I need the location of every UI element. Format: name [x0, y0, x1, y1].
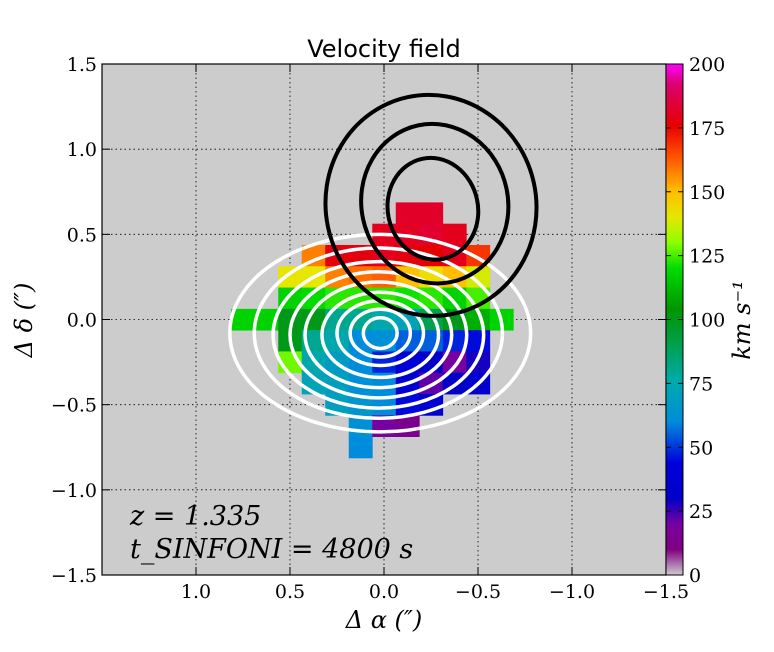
x-tick-label: −0.5: [455, 581, 501, 603]
white-contour: [320, 290, 441, 380]
y-tick-label: 1.0: [67, 139, 97, 161]
velocity-pixel: [348, 394, 373, 416]
redshift-annotation: z = 1.335: [129, 501, 261, 532]
white-contour: [271, 259, 486, 410]
velocity-pixel: [442, 287, 467, 310]
colorbar-tick-label: 150: [689, 182, 725, 204]
black-contour: [323, 92, 539, 318]
white-contour: [252, 246, 505, 421]
x-tick-label: −1.5: [643, 581, 689, 603]
velocity-pixel: [466, 330, 491, 352]
velocity-pixel: [442, 223, 467, 246]
x-tick-label: 0.5: [275, 581, 305, 603]
colorbar-tick-label: 100: [689, 310, 725, 332]
velocity-pixel: [395, 351, 420, 374]
velocity-pixel: [278, 266, 303, 288]
colorbar-tick-label: 25: [689, 501, 713, 523]
black-contour: [385, 155, 481, 262]
velocity-pixel: [231, 308, 256, 331]
white-contour: [228, 232, 533, 434]
flux-contours: [228, 92, 539, 434]
x-axis-label: Δ α (″): [345, 606, 423, 634]
x-tick-label: 1.0: [181, 581, 211, 603]
white-contour: [361, 316, 399, 351]
colorbar-tick-label: 200: [689, 54, 725, 76]
axis-ticks: 1.0 0.5 0.0 −0.5 −1.0 −1.5 −1.5 −1.0 −0.5 0.0 0.5 1…: [51, 54, 689, 603]
white-contour: [303, 280, 454, 390]
chart-title: Velocity field: [307, 35, 461, 63]
y-tick-label: −0.5: [51, 395, 97, 417]
colorbar-ticks: 0 25 50 75 100 125 150 175 200: [666, 54, 725, 587]
x-tick-label: 0.0: [369, 581, 399, 603]
black-contour: [359, 121, 511, 286]
colorbar-tick-label: 175: [689, 118, 725, 140]
y-tick-label: −1.0: [51, 480, 97, 502]
velocity-pixel: [395, 202, 420, 225]
velocity-pixel: [348, 436, 373, 459]
y-tick-label: 0.5: [67, 224, 97, 246]
y-axis-label: Δ δ (″): [10, 283, 38, 359]
exposure-annotation: t_SINFONI = 4800 s: [130, 534, 413, 565]
colorbar-tick-label: 50: [689, 437, 713, 459]
colorbar-tick-label: 75: [689, 373, 713, 395]
white-contour: [288, 270, 469, 400]
colorbar-tick-label: 0: [689, 565, 701, 587]
y-tick-label: 0.0: [67, 310, 97, 332]
colorbar-label: km s⁻¹: [728, 280, 756, 360]
velocity-pixel: [419, 202, 444, 225]
velocity-pixel: [348, 372, 373, 395]
colorbar-tick-label: 125: [689, 246, 725, 268]
x-tick-label: −1.0: [549, 581, 595, 603]
y-tick-label: 1.5: [67, 54, 97, 76]
white-contour: [348, 307, 413, 359]
y-tick-label: −1.5: [51, 565, 97, 587]
